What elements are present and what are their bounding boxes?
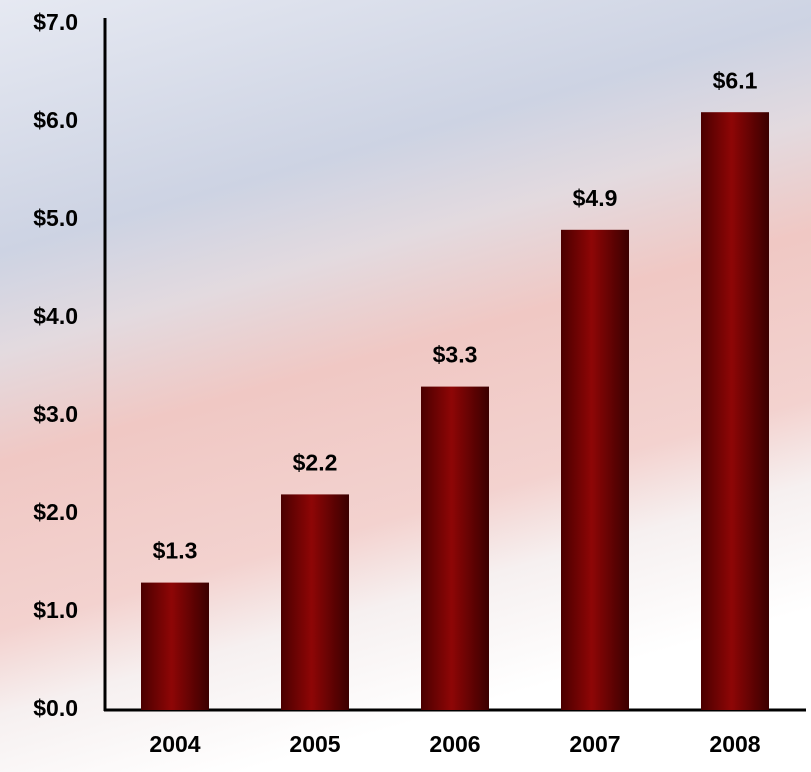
x-tick-label: 2005 bbox=[289, 731, 340, 757]
value-label: $4.9 bbox=[573, 185, 618, 211]
bar bbox=[421, 386, 489, 710]
x-tick-label: 2007 bbox=[569, 731, 620, 757]
bar bbox=[561, 229, 629, 711]
y-tick-label: $4.0 bbox=[33, 303, 78, 329]
bar bbox=[701, 112, 769, 710]
y-tick-label: $1.0 bbox=[33, 597, 78, 623]
bar bbox=[141, 582, 209, 710]
value-label: $3.3 bbox=[433, 342, 478, 368]
x-tick-label: 2006 bbox=[429, 731, 480, 757]
bar bbox=[281, 494, 349, 710]
value-label: $2.2 bbox=[293, 449, 338, 475]
y-tick-label: $2.0 bbox=[33, 499, 78, 525]
y-tick-label: $6.0 bbox=[33, 107, 78, 133]
value-label: $6.1 bbox=[713, 67, 758, 93]
x-tick-label: 2004 bbox=[149, 731, 200, 757]
y-tick-label: $3.0 bbox=[33, 401, 78, 427]
y-tick-label: $0.0 bbox=[33, 695, 78, 721]
x-tick-label: 2008 bbox=[709, 731, 760, 757]
y-tick-label: $7.0 bbox=[33, 9, 78, 35]
y-tick-label: $5.0 bbox=[33, 205, 78, 231]
value-label: $1.3 bbox=[153, 538, 198, 564]
